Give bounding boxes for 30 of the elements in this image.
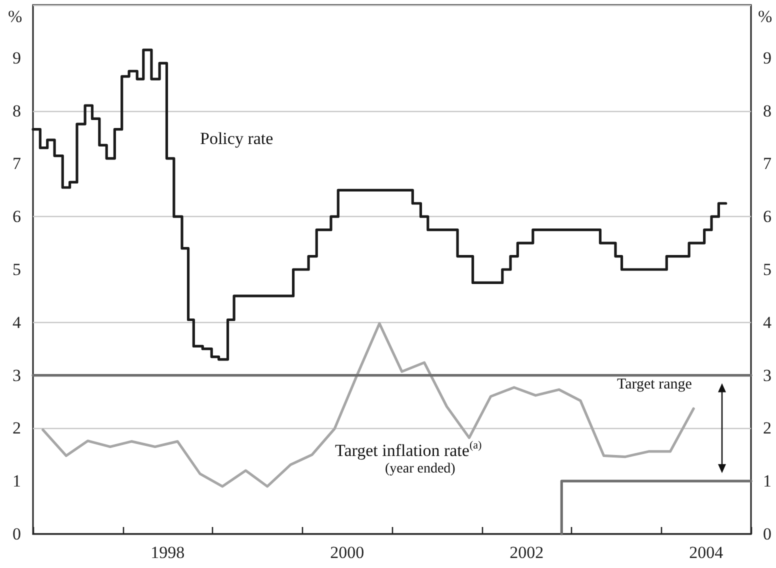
y2-tick-label: 2	[763, 418, 772, 438]
y-tick-label: 6	[12, 207, 21, 226]
x-tick-label: 1998	[150, 543, 185, 562]
series-label: Policy rate	[200, 129, 274, 148]
y-tick-label: 5	[12, 260, 21, 279]
y2-tick-label: 3	[763, 366, 772, 385]
y2-tick-label: 6	[763, 207, 772, 226]
x-tick-label: 2000	[330, 543, 364, 562]
y-tick-label: 1	[12, 472, 21, 491]
y2-tick-label: 0	[763, 524, 772, 544]
y-tick-label: 7	[12, 154, 22, 174]
annotation: Target range	[617, 376, 692, 392]
y2-tick-label: 9	[763, 48, 772, 68]
y-tick-label: 0	[12, 524, 21, 544]
x-tick-label: 2004	[689, 543, 724, 562]
y-tick-label: 8	[12, 101, 21, 120]
y2-tick-label: 5	[763, 260, 772, 279]
y2-axis-title: %	[758, 7, 772, 26]
y-tick-label: 3	[12, 366, 21, 385]
y-tick-label: 4	[12, 312, 22, 332]
y-tick-label: 2	[12, 418, 21, 438]
annotation: (year ended)	[385, 462, 456, 476]
y2-tick-label: 7	[763, 154, 772, 174]
y2-tick-label: 4	[763, 312, 772, 332]
line-series	[42, 322, 695, 488]
y2-tick-label: 1	[763, 472, 772, 491]
y-tick-label: 9	[12, 48, 21, 68]
y-axis-title: %	[8, 7, 22, 26]
y2-tick-label: 8	[763, 101, 772, 120]
x-tick-label: 2002	[510, 543, 544, 562]
